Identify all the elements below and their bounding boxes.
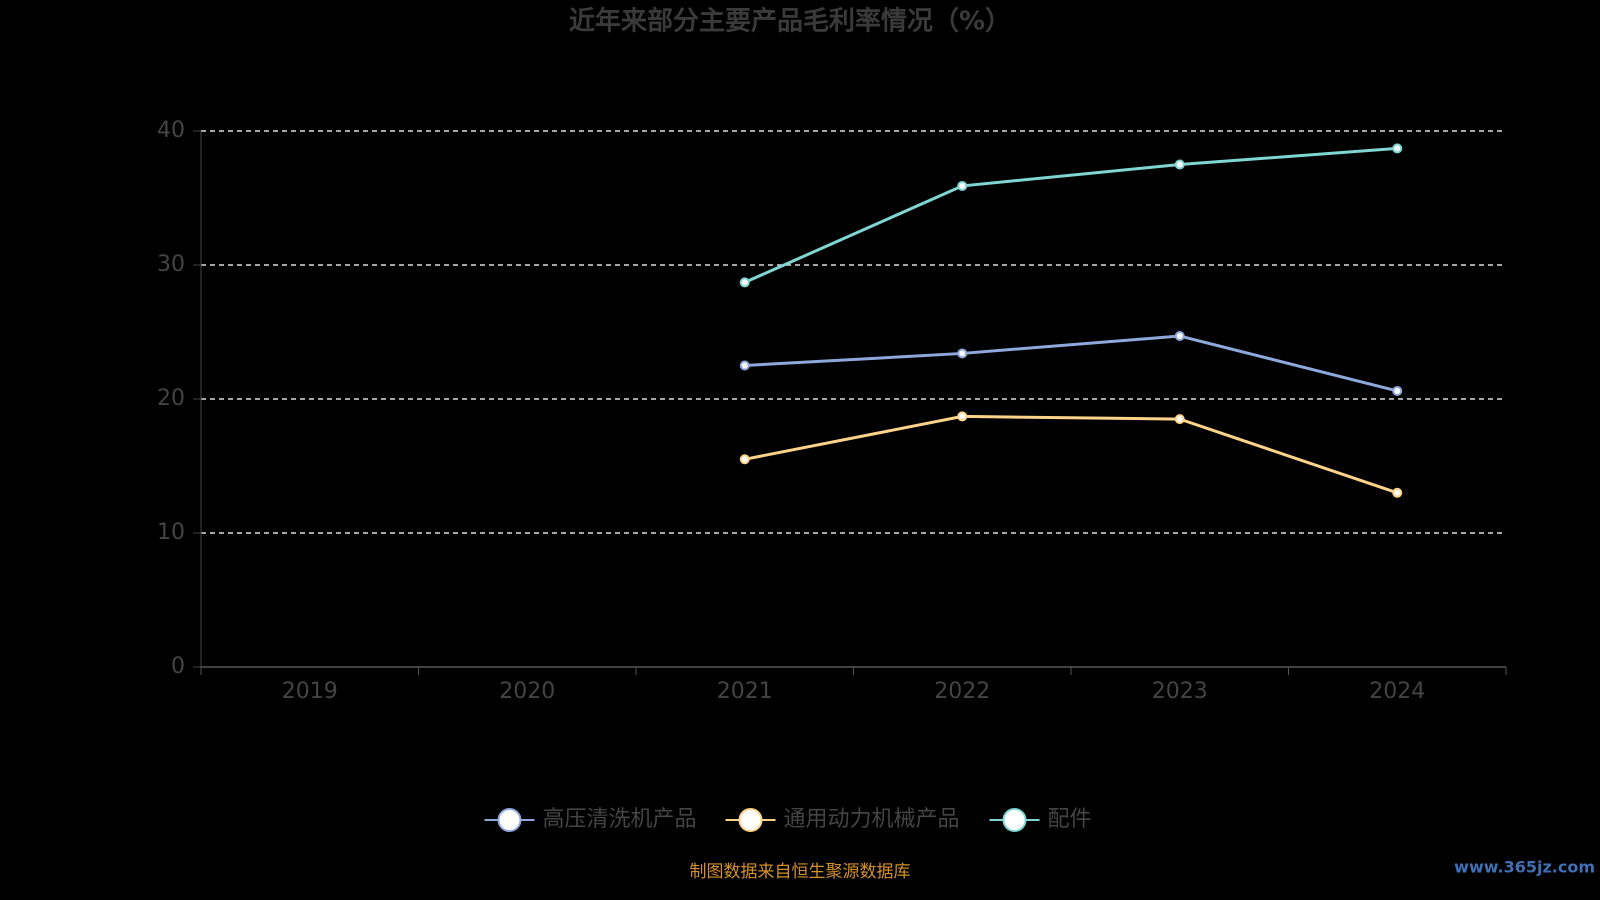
x-tick-label: 2023: [1152, 679, 1208, 704]
data-point: [1174, 414, 1185, 425]
data-point: [957, 348, 968, 359]
data-point: [739, 277, 750, 288]
legend-marker: [738, 808, 763, 832]
y-tick-label: 30: [157, 252, 185, 277]
legend-marker: [497, 808, 522, 832]
legend-label: 通用动力机械产品: [784, 807, 960, 832]
data-point: [1392, 385, 1403, 396]
x-tick-label: 2019: [282, 679, 338, 704]
legend-label: 配件: [1048, 807, 1092, 832]
x-tick-label: 2022: [934, 679, 990, 704]
series-line: [744, 334, 1398, 393]
y-tick-label: 40: [157, 118, 185, 143]
data-point: [739, 360, 750, 371]
data-point: [1174, 331, 1185, 342]
y-tick-label: 10: [157, 520, 185, 545]
y-tick-label: 20: [157, 386, 185, 411]
source-note: 制图数据来自恒生聚源数据库: [690, 862, 911, 882]
data-point: [957, 180, 968, 191]
series-line: [744, 414, 1398, 495]
x-tick-label: 2021: [717, 679, 773, 704]
data-point: [1392, 487, 1403, 498]
y-tick-label: 0: [171, 654, 185, 679]
data-point: [1174, 159, 1185, 170]
data-point: [1392, 143, 1403, 154]
legend-label: 高压清洗机产品: [543, 807, 697, 832]
data-point: [957, 411, 968, 422]
x-tick-label: 2024: [1369, 679, 1425, 704]
series-line: [744, 146, 1398, 284]
legend-marker: [1002, 808, 1027, 832]
chart-title: 近年来部分主要产品毛利率情况（%）: [569, 6, 1011, 37]
data-point: [739, 454, 750, 465]
watermark: www.365jz.com: [1454, 858, 1595, 877]
x-tick-label: 2020: [499, 679, 555, 704]
